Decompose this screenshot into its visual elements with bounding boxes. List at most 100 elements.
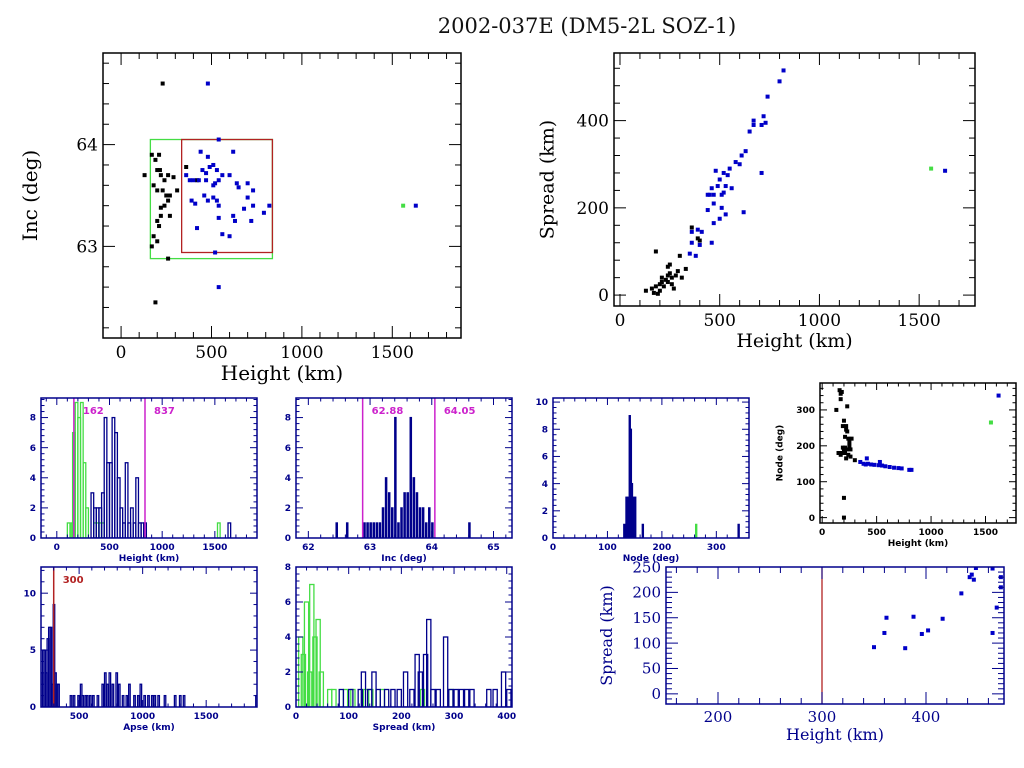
data-point-blue xyxy=(721,170,726,175)
data-point-blue xyxy=(887,465,892,469)
data-point-black xyxy=(689,225,694,230)
data-point-blue xyxy=(919,631,924,636)
data-point-blue xyxy=(261,210,266,215)
data-point-blue xyxy=(743,149,748,154)
data-point-blue xyxy=(959,591,964,596)
y-tick-label: 8 xyxy=(30,414,36,424)
data-point-black xyxy=(657,288,662,293)
y-tick-label: 2 xyxy=(542,507,548,517)
histogram-bin-navy xyxy=(139,683,143,707)
histogram-bin-navy xyxy=(631,496,635,538)
data-point-blue xyxy=(234,181,239,186)
data-point-blue xyxy=(711,201,716,206)
data-point-black xyxy=(677,253,682,258)
data-point-blue xyxy=(725,173,730,178)
data-point-blue xyxy=(729,186,734,191)
y-tick-label: 0 xyxy=(30,534,36,544)
data-point-blue xyxy=(211,195,216,200)
histogram-bin-navy xyxy=(426,618,432,707)
data-point-black xyxy=(841,495,846,500)
histogram-bin-green xyxy=(312,636,318,707)
histogram-bin-navy xyxy=(417,671,424,707)
x-tick-label: 64 xyxy=(426,543,439,553)
data-point-blue xyxy=(973,567,978,571)
data-point-black xyxy=(158,205,163,210)
data-point-green xyxy=(929,166,934,171)
histogram-bin-navy xyxy=(500,671,507,707)
data-point-blue xyxy=(689,229,694,234)
data-point-black xyxy=(843,445,848,450)
data-point-blue xyxy=(877,459,882,464)
data-point-blue xyxy=(858,459,863,464)
data-point-black xyxy=(841,418,846,423)
data-point-black xyxy=(673,273,678,278)
data-point-blue xyxy=(193,201,198,206)
data-point-black xyxy=(852,458,857,463)
spread-histogram-plot-area xyxy=(297,583,512,707)
data-point-blue xyxy=(940,616,945,621)
histogram-bin-navy xyxy=(402,671,409,707)
data-point-blue xyxy=(687,251,692,256)
y-tick-label: 100 xyxy=(632,634,661,652)
data-point-black xyxy=(149,152,154,157)
histogram-bin-navy xyxy=(121,694,125,707)
data-point-black xyxy=(160,188,165,193)
data-point-blue xyxy=(741,210,746,215)
data-point-black xyxy=(184,165,189,169)
histogram-bin-green xyxy=(300,653,307,707)
data-point-black xyxy=(167,213,172,218)
data-point-black xyxy=(653,284,658,289)
y-tick-label: 400 xyxy=(577,112,609,132)
y-tick-label: 0 xyxy=(30,703,36,713)
histogram-bin-green xyxy=(85,507,90,538)
data-point-blue xyxy=(892,465,897,470)
histogram-bin-navy xyxy=(348,688,354,707)
histogram-bin-green xyxy=(315,618,321,707)
y-tick-label: 10 xyxy=(23,589,36,599)
x-axis-label: Inc (deg) xyxy=(381,554,426,564)
apse-histogram-frame xyxy=(40,566,258,708)
y-tick-label: 8 xyxy=(285,414,291,424)
data-point-black xyxy=(149,244,154,249)
x-tick-label: 500 xyxy=(100,543,119,553)
histogram-bin-navy xyxy=(394,416,397,538)
data-point-blue xyxy=(864,456,869,461)
histogram-bin-navy xyxy=(414,653,420,707)
y-tick-label: 4 xyxy=(30,474,36,484)
data-point-black xyxy=(679,275,684,280)
data-point-blue xyxy=(227,173,232,178)
data-point-blue xyxy=(896,466,901,471)
y-tick-label: 4 xyxy=(285,633,291,643)
data-point-black xyxy=(837,388,842,393)
data-point-blue xyxy=(763,120,768,125)
x-tick-label: 0 xyxy=(116,343,127,363)
data-point-black xyxy=(162,203,167,208)
data-point-black xyxy=(844,456,849,461)
y-tick-label: 2 xyxy=(30,504,36,514)
data-point-blue xyxy=(198,149,203,154)
spread-histogram-panel: 0 100 200 300 400 0 2 4 6 8 Spread (km) xyxy=(285,563,516,733)
histogram-bin-navy xyxy=(396,688,403,707)
histogram-bin-green xyxy=(303,601,310,707)
data-point-blue xyxy=(693,253,698,258)
data-point-black xyxy=(142,173,147,178)
histogram-bin-navy xyxy=(400,507,403,538)
spread-vs-height-frame xyxy=(613,52,976,307)
data-point-black xyxy=(643,288,648,293)
data-point-black xyxy=(157,224,162,229)
data-point-blue xyxy=(751,118,756,123)
data-point-blue xyxy=(200,168,205,173)
data-point-black xyxy=(659,280,664,285)
data-point-black xyxy=(847,440,852,445)
x-tick-label: 1500 xyxy=(371,343,414,363)
x-tick-label: 1000 xyxy=(130,712,155,722)
data-point-blue xyxy=(189,198,194,203)
data-point-black xyxy=(153,157,158,162)
y-tick-label: 200 xyxy=(796,442,815,452)
data-point-blue xyxy=(202,193,207,198)
y-tick-label: 6 xyxy=(285,598,291,608)
histogram-bin-navy xyxy=(463,688,470,707)
data-point-blue xyxy=(990,567,995,571)
histogram-bin-navy xyxy=(381,507,385,538)
data-point-blue xyxy=(884,615,889,620)
